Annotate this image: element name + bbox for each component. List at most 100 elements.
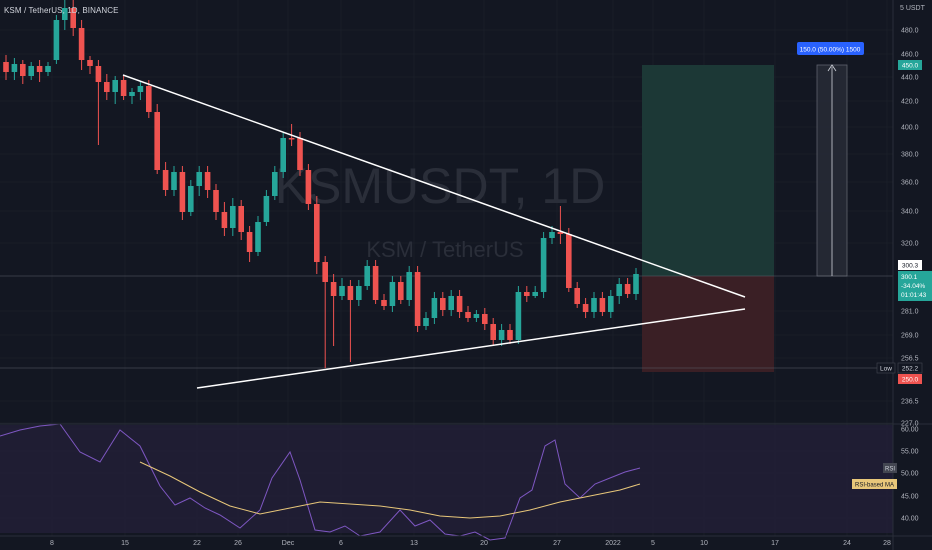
candle-body — [566, 234, 572, 288]
upper-trendline[interactable] — [122, 74, 746, 298]
price-tick-label: 400.0 — [901, 125, 919, 132]
candle-body — [62, 8, 68, 20]
time-tick-label: Dec — [282, 540, 295, 547]
entry-price-tag-text: 300.3 — [902, 263, 919, 270]
price-tick-label: 420.0 — [901, 99, 919, 106]
candle-body — [297, 138, 303, 170]
rsi-band — [0, 425, 893, 533]
candle-body — [549, 232, 555, 238]
rsi-tick-label: 55.00 — [901, 449, 919, 456]
time-axis[interactable]: 8 15 22 26 Dec 6 13 20 27 2022 5 10 17 24 28 — [50, 540, 891, 547]
price-axis[interactable]: 480.0 460.0 440.0 420.0 400.0 380.0 360.0 340.0… — [901, 28, 919, 406]
candle-body — [482, 314, 488, 324]
candle-body — [3, 62, 9, 72]
last-price-value: 300.1 — [901, 274, 918, 281]
time-tick-label: 10 — [700, 540, 708, 547]
candle-body — [246, 232, 253, 252]
candle-body — [448, 296, 454, 310]
candle-body — [120, 80, 127, 96]
currency-label[interactable]: 5 USDT — [900, 5, 925, 12]
watermark-name: KSM / TetherUS — [366, 237, 523, 262]
candle-body — [95, 66, 102, 82]
time-tick-label: 15 — [121, 540, 129, 547]
bar-countdown: 01:01:43 — [901, 292, 927, 299]
candle-body — [213, 190, 219, 212]
time-tick-label: 17 — [771, 540, 779, 547]
candle-body — [591, 298, 597, 312]
candle-body — [45, 66, 51, 72]
candle-body — [104, 82, 110, 92]
target-price-tag-text: 450.0 — [902, 63, 919, 70]
candle-body — [515, 292, 522, 340]
target-zone[interactable] — [642, 65, 774, 276]
price-tick-label: 380.0 — [901, 152, 919, 159]
rsi-tick-label: 60.00 — [901, 427, 919, 434]
candle-body — [154, 112, 160, 170]
candle-body — [381, 300, 387, 306]
candle-body — [78, 28, 85, 60]
candle-body — [423, 318, 429, 326]
time-tick-label: 13 — [410, 540, 418, 547]
time-tick-label: 26 — [234, 540, 242, 547]
candle-body — [498, 330, 505, 340]
rsi-tag — [883, 463, 897, 473]
candle-body — [238, 206, 244, 232]
price-range-arrowhead — [827, 64, 837, 72]
time-tick-label: 2022 — [605, 540, 621, 547]
time-tick-label: 27 — [553, 540, 561, 547]
candle-body — [339, 286, 345, 296]
last-price-change: -34.04% — [901, 283, 925, 290]
time-tick-label: 20 — [480, 540, 488, 547]
rsi-tag-text: RSI — [885, 467, 895, 473]
rsi-tick-label: 40.00 — [901, 516, 919, 523]
candles — [3, 0, 639, 368]
candle-body — [608, 296, 614, 312]
candle-body — [406, 272, 412, 300]
candle-body — [465, 312, 471, 318]
price-tick-label: 256.5 — [901, 356, 919, 363]
rsi-tick-label: 45.00 — [901, 494, 919, 501]
price-tick-label: 460.0 — [901, 52, 919, 59]
candle-body — [280, 138, 286, 172]
rsi-tick-label: 50.00 — [901, 471, 919, 478]
time-tick-label: 8 — [50, 540, 54, 547]
time-tick-label: 28 — [883, 540, 891, 547]
candle-body — [356, 286, 362, 300]
candle-body — [330, 282, 337, 296]
rsi-ma-tag — [852, 479, 897, 489]
candle-body — [414, 272, 421, 326]
symbol-header[interactable]: KSM / TetherUS, 1D, BINANCE — [4, 6, 119, 15]
price-tick-label: 480.0 — [901, 28, 919, 35]
rsi-axis[interactable]: 227.060.00 55.00 50.00 45.00 40.00 — [901, 421, 919, 523]
candle-body — [314, 204, 320, 262]
stop-price-tag — [898, 374, 922, 384]
candle-body — [204, 172, 211, 190]
candle-body — [524, 292, 530, 296]
candle-body — [53, 20, 60, 60]
candle-body — [230, 206, 236, 228]
candle-body — [532, 292, 538, 296]
measure-label: 150.0 (50.00%) 1500 — [800, 47, 861, 54]
time-tick-label: 22 — [193, 540, 201, 547]
candle-body — [440, 298, 446, 310]
last-price-tag — [898, 271, 932, 301]
rsi-ma-tag-text: RSI-based MA — [855, 483, 894, 489]
candle-body — [599, 298, 606, 312]
target-price-tag — [898, 60, 922, 70]
candle-body — [347, 286, 354, 300]
low-label: Low — [880, 366, 892, 373]
candle-body — [633, 274, 639, 294]
candle-body — [179, 172, 186, 212]
stop-zone[interactable] — [642, 276, 774, 372]
candle-body — [272, 172, 278, 196]
lower-trendline[interactable] — [196, 308, 746, 389]
price-tick-label: 340.0 — [901, 209, 919, 216]
candle-body — [507, 330, 513, 340]
candle-body — [146, 86, 152, 112]
candle-body — [288, 138, 295, 140]
time-tick-label: 5 — [651, 540, 655, 547]
candle-body — [221, 212, 228, 228]
measure-label-box — [797, 42, 864, 55]
price-tick-label: 236.5 — [901, 399, 919, 406]
